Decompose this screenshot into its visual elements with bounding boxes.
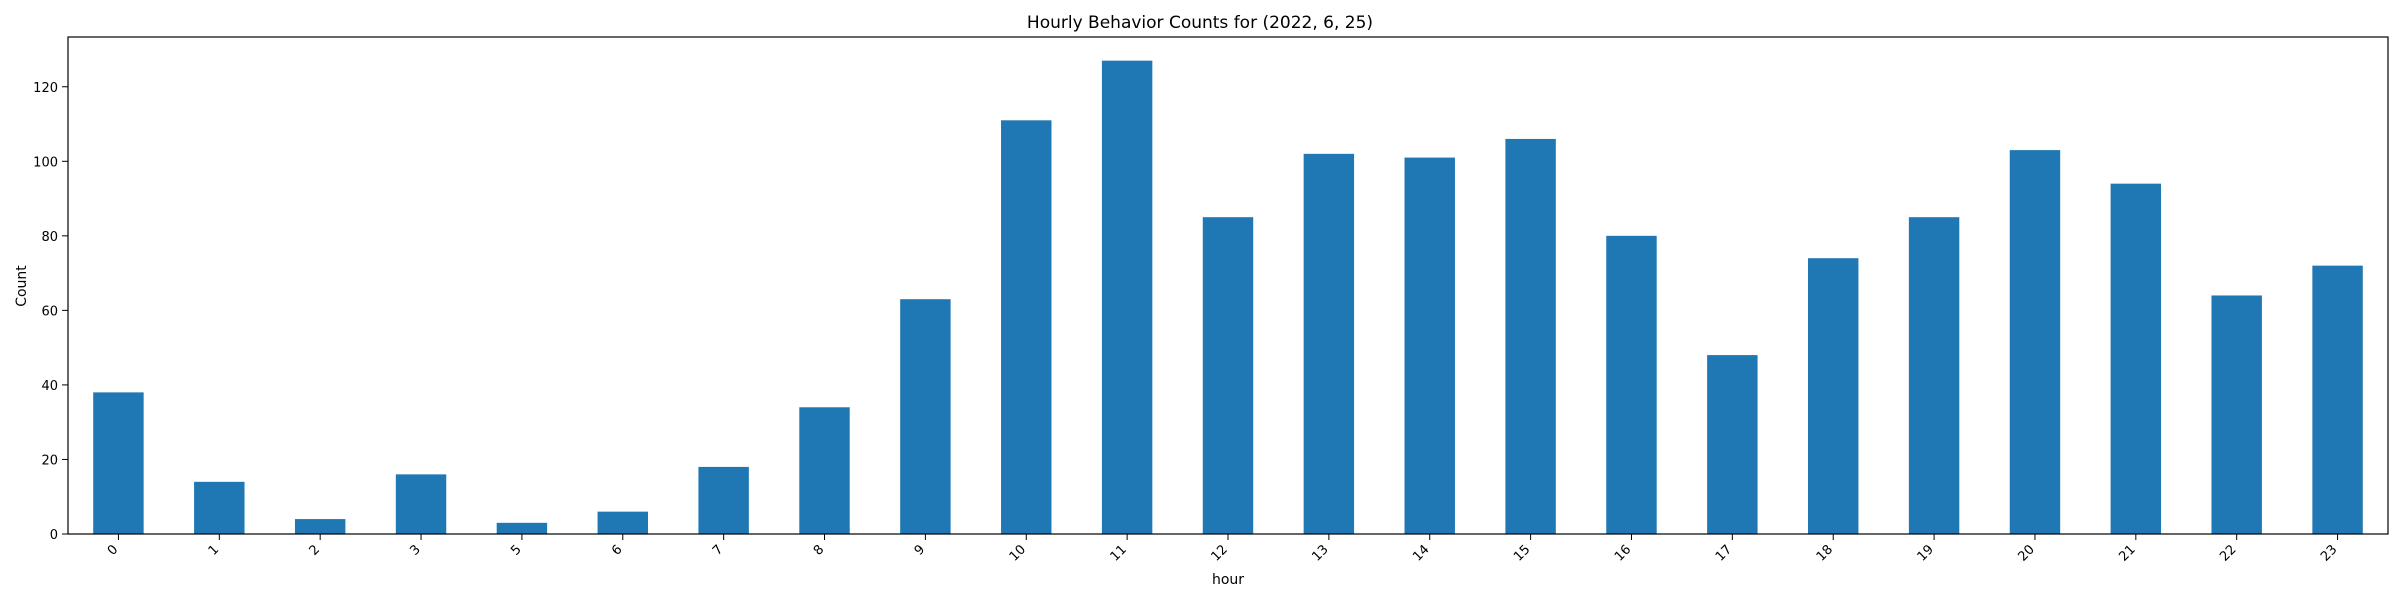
bar [1505, 138, 1556, 534]
bar [395, 474, 447, 534]
y-tick-label: 20 [41, 453, 58, 468]
bar [1001, 120, 1052, 535]
y-axis-label: Count [14, 265, 30, 307]
bar [2009, 150, 2061, 534]
bar [93, 392, 144, 534]
bar [2110, 183, 2162, 534]
y-tick-label: 60 [41, 304, 58, 319]
x-axis-label: hour [1212, 572, 1244, 588]
y-tick-label: 40 [41, 379, 58, 394]
bar [2312, 265, 2363, 534]
bar [2211, 295, 2262, 534]
bar [1303, 153, 1355, 534]
bar [698, 466, 749, 534]
bar [1404, 157, 1455, 534]
bar [1707, 355, 1758, 534]
bar [496, 522, 548, 534]
y-tick-label: 0 [50, 528, 58, 543]
bar [900, 299, 951, 534]
bar [597, 511, 648, 534]
bar [799, 407, 850, 534]
y-tick-label: 100 [33, 155, 58, 170]
bar [1202, 217, 1254, 534]
bar [194, 481, 245, 534]
bar [1101, 60, 1153, 535]
y-tick-label: 80 [41, 230, 58, 245]
chart-title: Hourly Behavior Counts for (2022, 6, 25) [1027, 13, 1373, 33]
bar [1606, 235, 1657, 534]
bar [1808, 258, 1859, 534]
plot-frame [67, 36, 2389, 535]
bar [1908, 217, 1960, 534]
y-tick-label: 120 [33, 81, 58, 96]
bar [294, 519, 346, 534]
